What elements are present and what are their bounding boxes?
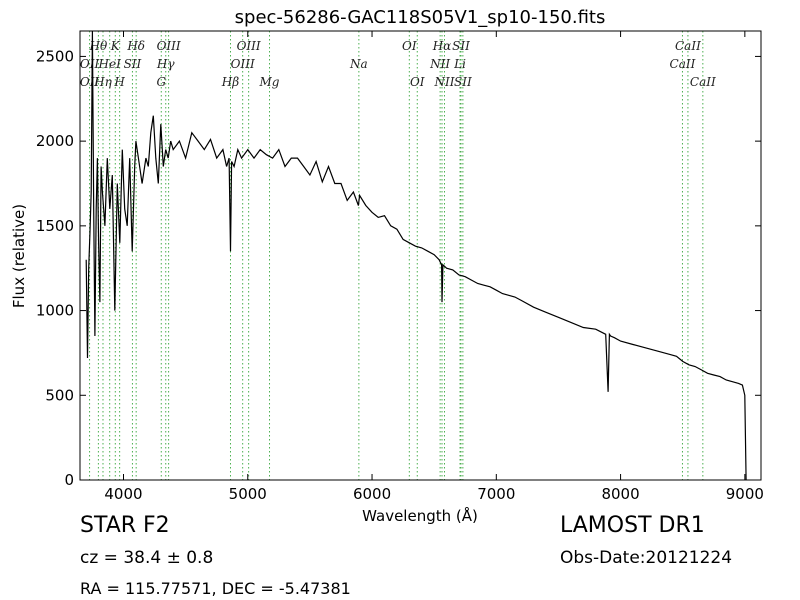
y-tick-label: 2500 <box>36 47 74 65</box>
plot-frame <box>79 30 762 481</box>
coordinates: RA = 115.77571, DEC = -5.47381 <box>80 579 351 598</box>
spectral-line-label: SII <box>454 75 472 89</box>
x-tick-label: 8000 <box>601 485 639 503</box>
redshift-value: cz = 38.4 ± 0.8 <box>80 548 214 568</box>
spectral-line-label: OI <box>410 75 425 89</box>
survey-name: LAMOST DR1 <box>560 513 705 538</box>
y-axis-label: Flux (relative) <box>10 204 28 308</box>
spectral-line-label: Hβ <box>221 75 239 89</box>
spectral-line-label: CaII <box>690 75 716 89</box>
spectral-line-label: OIII <box>237 39 261 53</box>
x-tick-label: 6000 <box>353 485 391 503</box>
spectral-line-label: Mg <box>259 75 280 89</box>
chart-title: spec-56286-GAC118S05V1_sp10-150.fits <box>235 7 606 28</box>
y-tick-label: 0 <box>64 471 74 489</box>
spectral-line-label: Hη <box>93 75 112 89</box>
spectral-line-label: NII <box>429 57 450 71</box>
spectral-line-label: Na <box>349 57 368 71</box>
y-tick-label: 1000 <box>36 302 74 320</box>
spectral-line-label: HeI <box>98 57 122 71</box>
spectral-line-label: SII <box>124 57 142 71</box>
y-tick-label: 2000 <box>36 132 74 150</box>
y-tick-label: 500 <box>45 386 74 404</box>
spectral-line-label: OII <box>80 57 100 71</box>
spectral-line-label: Hγ <box>156 57 175 71</box>
spectral-line-label: K <box>110 39 121 53</box>
spectral-line-label: OII <box>80 75 100 89</box>
x-axis-label: Wavelength (Å) <box>362 506 478 525</box>
spectral-line-label: H <box>113 75 125 89</box>
spectral-line-label: CaII <box>675 39 701 53</box>
spectral-line-label: Hθ <box>89 39 108 53</box>
spectrum-line <box>85 30 747 481</box>
spectral-line-label: Hα <box>432 39 452 53</box>
y-tick-label: 1500 <box>36 217 74 235</box>
spectral-line-label: CaII <box>670 57 696 71</box>
x-tick-label: 4000 <box>104 485 142 503</box>
star-class: STAR F2 <box>80 513 170 538</box>
spectral-line-label: Hδ <box>126 39 145 53</box>
observation-date: Obs-Date:20121224 <box>560 548 733 568</box>
spectral-line-label: OI <box>402 39 417 53</box>
spectral-line-label: NII <box>433 75 454 89</box>
spectral-line-label: SII <box>452 39 470 53</box>
spectral-line-label: Li <box>453 57 466 71</box>
spectral-line-label: G <box>156 75 166 89</box>
x-tick-label: 9000 <box>726 485 764 503</box>
spectral-line-label: OIII <box>231 57 255 71</box>
x-tick-label: 5000 <box>229 485 267 503</box>
x-tick-label: 7000 <box>477 485 515 503</box>
spectral-line-label: OIII <box>157 39 181 53</box>
